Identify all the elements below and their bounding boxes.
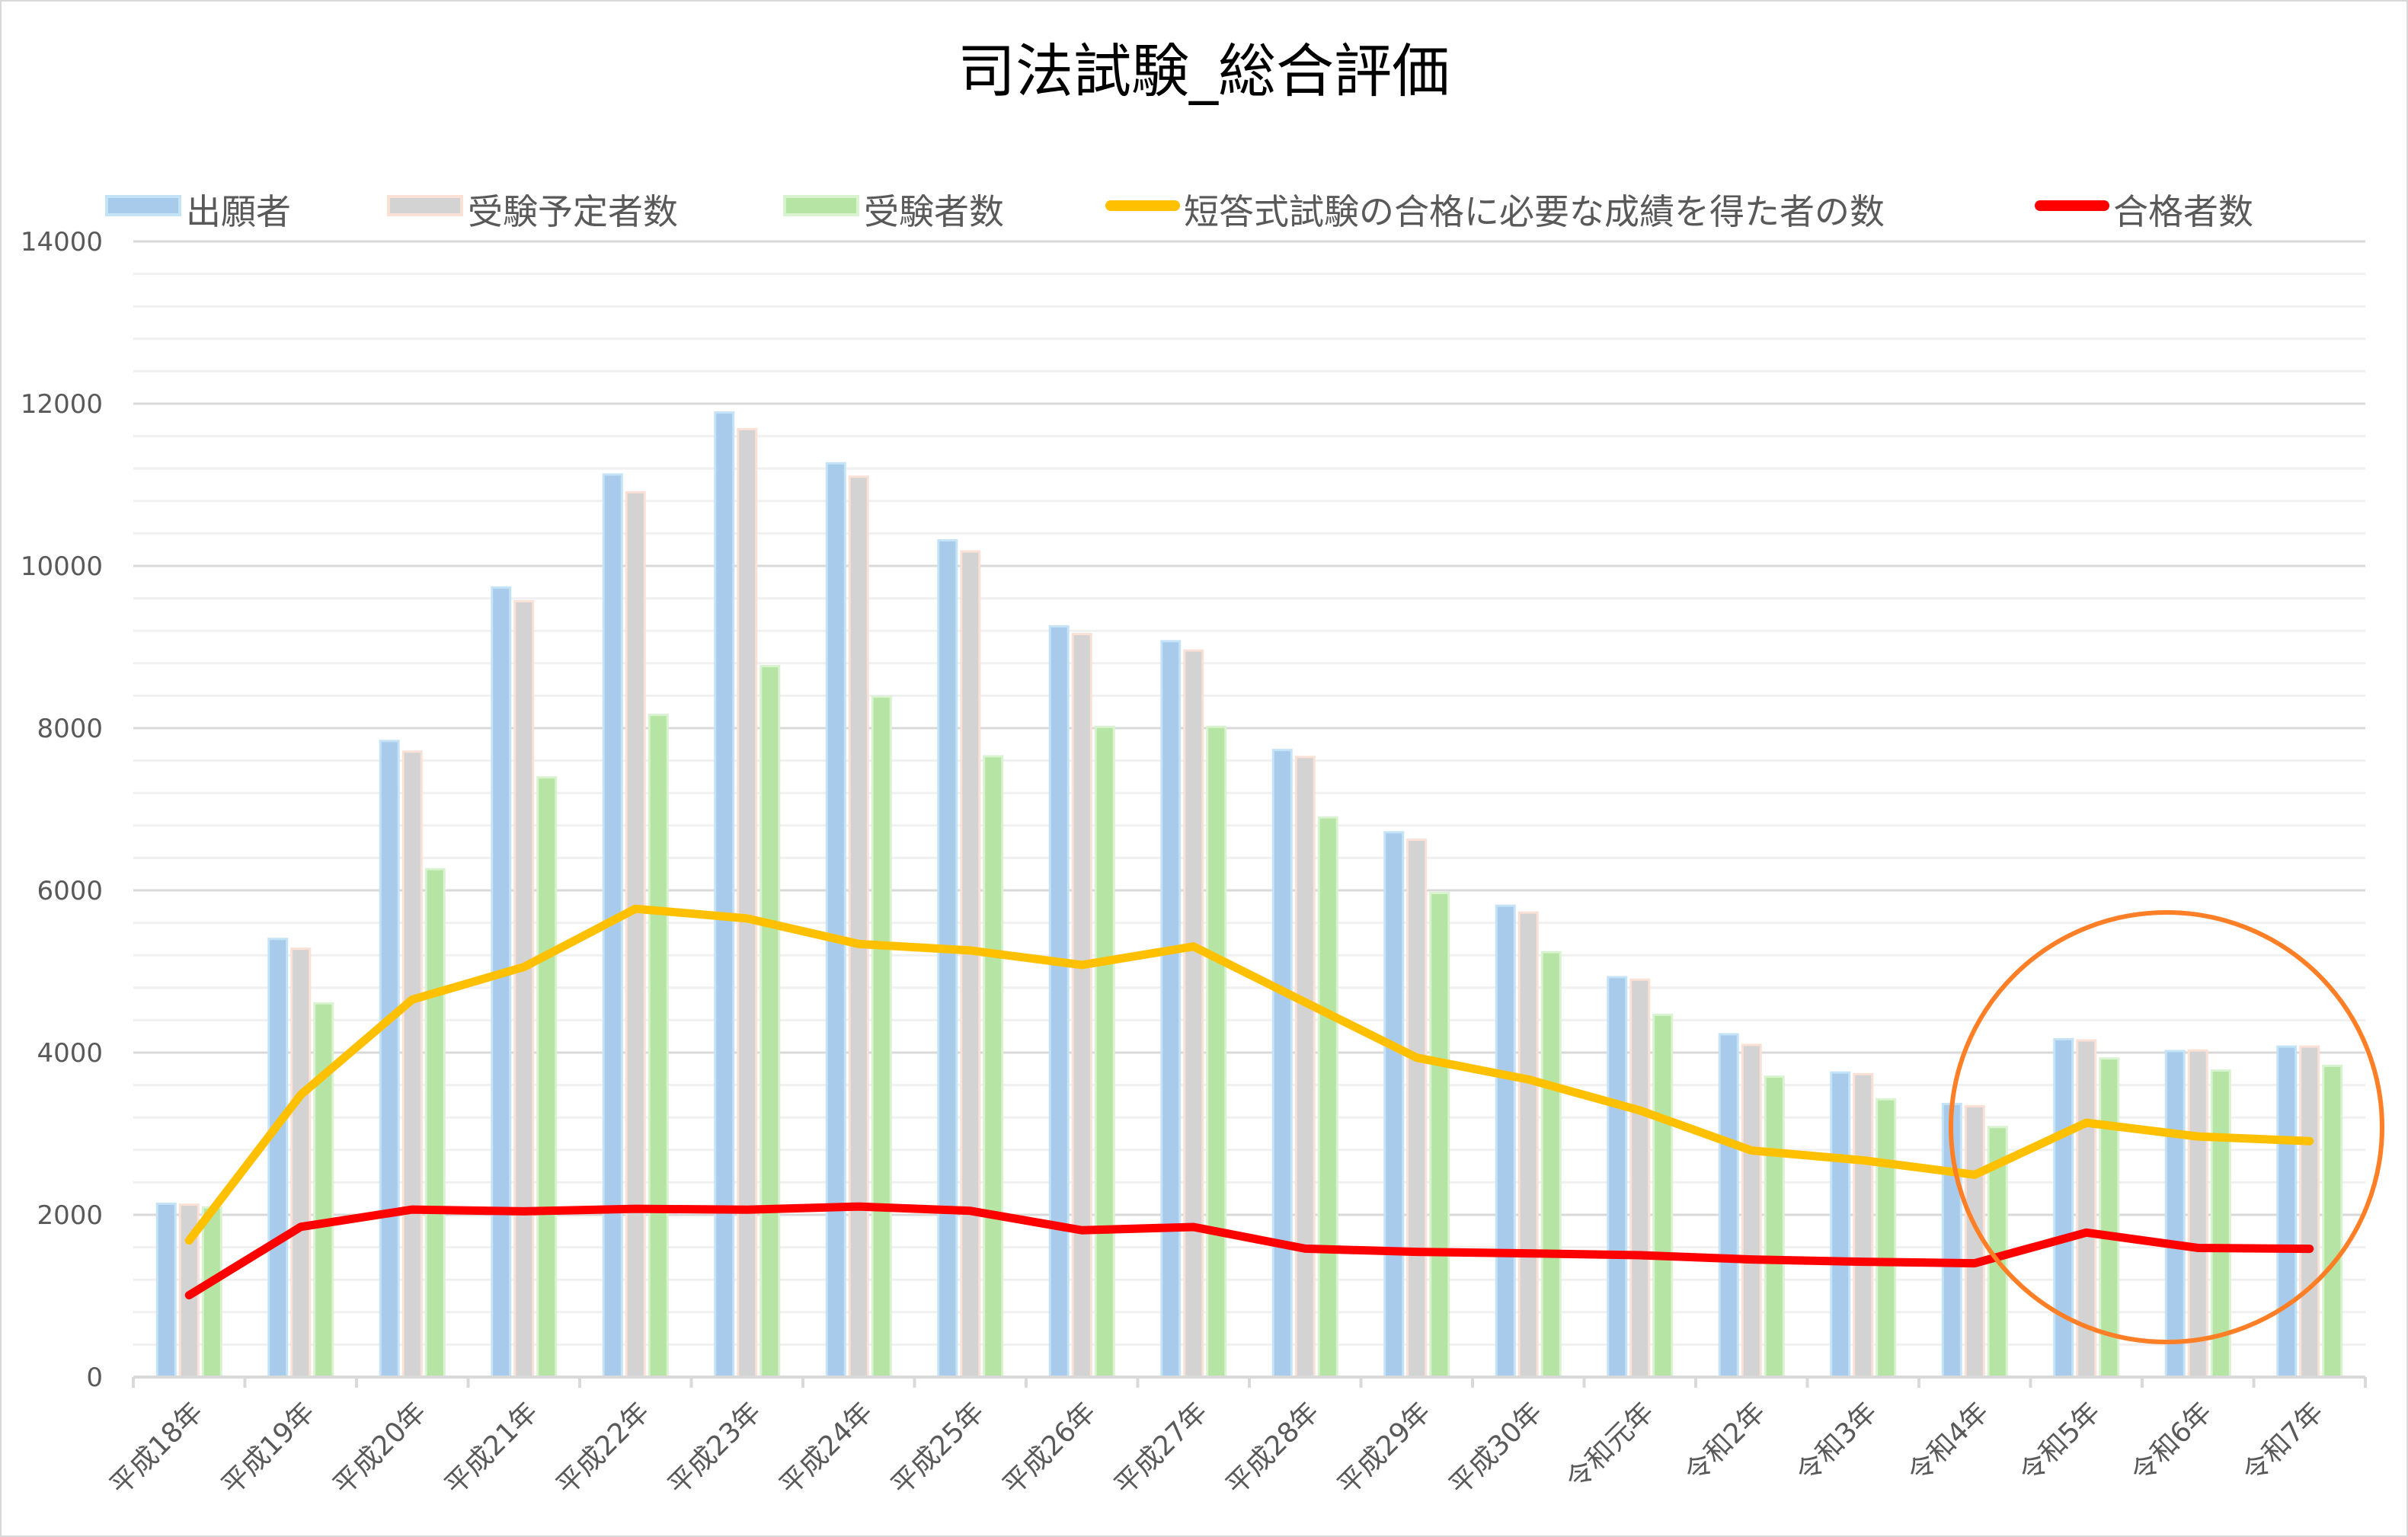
bar-0 (1048, 625, 1070, 1379)
bar-1 (1517, 911, 1539, 1379)
bar-0 (1607, 976, 1628, 1379)
bar-1 (290, 947, 312, 1379)
x-tick-label: 平成18年 (104, 1396, 209, 1501)
bar-1 (625, 490, 646, 1379)
bar-0 (1160, 640, 1182, 1379)
x-tick-label: 平成25年 (885, 1396, 990, 1501)
bar-0 (155, 1202, 177, 1379)
bar-1 (2187, 1049, 2208, 1379)
line-series-1 (184, 1202, 2314, 1300)
x-tick-label: 令和7年 (2237, 1396, 2330, 1489)
x-tick-label: 平成27年 (1108, 1396, 1214, 1501)
y-tick-label: 0 (86, 1363, 103, 1393)
bar-0 (379, 740, 400, 1379)
bar-0 (1383, 831, 1405, 1379)
bar-2 (2322, 1064, 2343, 1379)
legend-label: 合格者数 (2113, 191, 2253, 232)
bar-1 (401, 750, 423, 1379)
bar-1 (1964, 1104, 1985, 1379)
bar-0 (2276, 1045, 2298, 1379)
y-tick-label: 6000 (37, 876, 103, 906)
highlight-ellipse (1949, 910, 2384, 1344)
y-tick-label: 8000 (37, 714, 103, 744)
bar-0 (714, 411, 735, 1379)
y-tick-label: 4000 (37, 1038, 103, 1069)
bar-0 (1718, 1033, 1739, 1379)
bar-0 (825, 462, 846, 1379)
x-tick-label: 平成21年 (439, 1396, 544, 1501)
bar-1 (1629, 978, 1651, 1379)
bar-2 (424, 868, 446, 1379)
x-tick-label: 令和4年 (1902, 1396, 1995, 1489)
x-tick-label: 平成19年 (216, 1396, 321, 1501)
x-tick-label: 令和6年 (2125, 1396, 2218, 1489)
bar-2 (536, 776, 558, 1379)
legend-swatch (387, 195, 463, 216)
bar-1 (848, 475, 869, 1379)
x-tick-label: 平成23年 (662, 1396, 767, 1501)
bar-0 (1495, 904, 1516, 1379)
legend-swatch (105, 195, 181, 216)
bar-1 (1853, 1072, 1874, 1379)
bar-2 (1764, 1075, 1785, 1379)
bar-2 (871, 695, 892, 1379)
bar-1 (737, 427, 758, 1379)
bar-2 (1317, 816, 1338, 1379)
bar-1 (1183, 649, 1204, 1379)
bar-0 (2053, 1037, 2074, 1379)
bar-2 (648, 714, 669, 1379)
chart-title: 司法試験_総合評価 (958, 37, 1450, 105)
bar-0 (937, 538, 958, 1379)
x-tick-label: 令和2年 (1679, 1396, 1772, 1489)
bar-0 (267, 938, 289, 1379)
bar-2 (1652, 1013, 1674, 1379)
bar-0 (2164, 1050, 2186, 1379)
bar-1 (1406, 839, 1428, 1379)
bar-2 (983, 755, 1004, 1379)
bar-2 (201, 1206, 222, 1379)
y-tick-label: 10000 (21, 551, 103, 582)
x-tick-label: 平成26年 (997, 1396, 1102, 1501)
bar-0 (491, 586, 512, 1379)
legend-label: 短答式試験の合格に必要な成績を得た者の数 (1184, 191, 1885, 232)
x-tick-label: 平成20年 (328, 1396, 433, 1501)
bar-2 (759, 665, 781, 1379)
bar-1 (513, 599, 535, 1379)
x-tick-label: 令和5年 (2014, 1396, 2107, 1489)
bar-2 (2099, 1057, 2120, 1379)
x-tick-label: 平成29年 (1332, 1396, 1437, 1501)
bar-2 (1540, 951, 1562, 1379)
x-tick-label: 平成24年 (774, 1396, 879, 1501)
y-tick-label: 14000 (21, 227, 103, 257)
bar-2 (2210, 1069, 2231, 1379)
x-tick-label: 平成28年 (1220, 1396, 1326, 1501)
y-tick-label: 2000 (37, 1200, 103, 1231)
bar-2 (1876, 1098, 1897, 1379)
x-tick-label: 平成30年 (1444, 1396, 1549, 1501)
bar-2 (1094, 725, 1115, 1379)
legend-swatch (783, 195, 859, 216)
bar-2 (313, 1002, 334, 1379)
bar-1 (1294, 756, 1316, 1379)
y-tick-label: 12000 (21, 389, 103, 420)
bar-1 (2299, 1045, 2320, 1379)
bar-1 (1071, 633, 1092, 1379)
bar-2 (1429, 892, 1450, 1379)
bar-1 (960, 550, 981, 1379)
x-tick-label: 令和元年 (1560, 1396, 1660, 1496)
legend-label: 出願者 (186, 191, 291, 232)
x-tick-label: 令和3年 (1791, 1396, 1884, 1489)
bar-1 (1741, 1043, 1762, 1379)
legend-label: 受験予定者数 (468, 191, 678, 232)
bar-2 (1206, 725, 1227, 1379)
x-tick-label: 平成22年 (551, 1396, 656, 1501)
bar-0 (1271, 749, 1293, 1379)
bar-0 (1830, 1071, 1851, 1379)
legend-label: 受験者数 (864, 191, 1004, 232)
